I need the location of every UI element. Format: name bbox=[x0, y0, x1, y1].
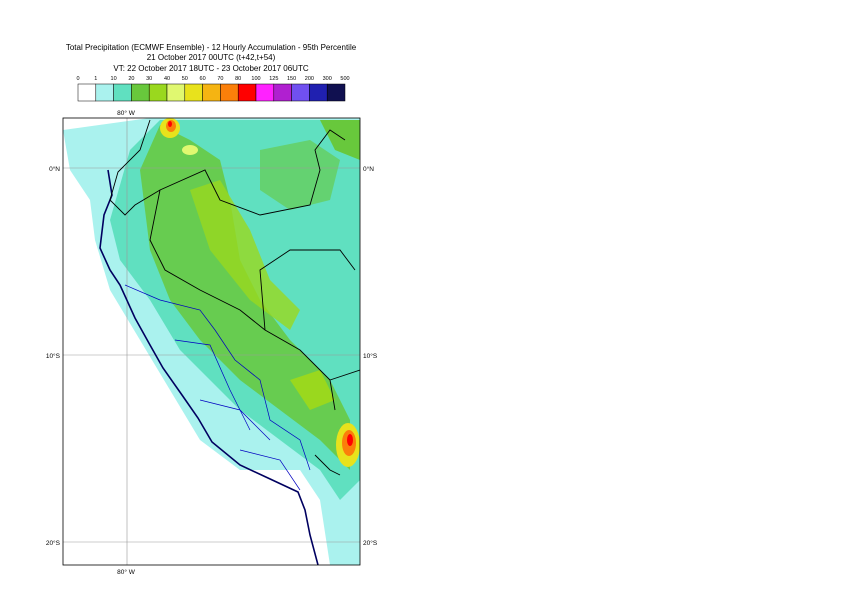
lat-label: 0°N bbox=[363, 165, 374, 173]
lon-label: 80° W bbox=[117, 568, 136, 576]
lat-label: 20°S bbox=[363, 539, 378, 547]
legend-label: 1 bbox=[94, 76, 97, 82]
lat-label: 10°S bbox=[363, 352, 378, 360]
valid-time: VT: 22 October 2017 18UTC - 23 October 2… bbox=[113, 64, 308, 73]
legend-label: 80 bbox=[235, 76, 241, 82]
lat-label: 0°N bbox=[49, 165, 60, 173]
legend-label: 125 bbox=[269, 76, 278, 82]
legend: 0 1 10 20 30 40 50 60 70 80 100 125 150 200 300 500 bbox=[76, 76, 350, 102]
legend-label: 50 bbox=[182, 76, 188, 82]
legend-label: 30 bbox=[146, 76, 152, 82]
lat-labels: 0°N 0°N 10°S 10°S 20°S 20°S bbox=[46, 165, 378, 547]
legend-label: 500 bbox=[340, 76, 349, 82]
legend-swatch bbox=[113, 83, 132, 102]
legend-swatch bbox=[309, 83, 328, 102]
lat-label: 10°S bbox=[46, 352, 61, 360]
legend-label: 150 bbox=[287, 76, 296, 82]
legend-swatch bbox=[273, 83, 292, 102]
legend-swatch bbox=[184, 83, 203, 102]
legend-swatch bbox=[202, 83, 221, 102]
legend-swatch bbox=[326, 83, 346, 102]
lat-label: 20°S bbox=[46, 539, 61, 547]
title: Total Precipitation (ECMWF Ensemble) - 1… bbox=[66, 43, 357, 52]
legend-label: 70 bbox=[217, 76, 223, 82]
legend-label: 20 bbox=[128, 76, 134, 82]
legend-label: 40 bbox=[164, 76, 170, 82]
legend-label: 200 bbox=[305, 76, 314, 82]
lon-label: 80° W bbox=[117, 109, 136, 117]
legend-swatch bbox=[77, 83, 97, 102]
legend-label: 0 bbox=[76, 76, 79, 82]
map bbox=[63, 118, 360, 565]
legend-swatch bbox=[148, 83, 168, 102]
legend-label: 100 bbox=[251, 76, 260, 82]
legend-label: 60 bbox=[200, 76, 206, 82]
legend-label: 10 bbox=[111, 76, 117, 82]
legend-swatch bbox=[220, 83, 239, 102]
legend-swatch bbox=[237, 83, 257, 102]
legend-swatch bbox=[131, 83, 150, 102]
legend-swatch bbox=[95, 83, 114, 102]
legend-label: 300 bbox=[323, 76, 332, 82]
legend-swatch bbox=[291, 83, 310, 102]
base-time: 21 October 2017 00UTC (t+42,t+54) bbox=[147, 53, 276, 62]
legend-swatch bbox=[166, 83, 186, 102]
legend-swatch bbox=[255, 83, 275, 102]
